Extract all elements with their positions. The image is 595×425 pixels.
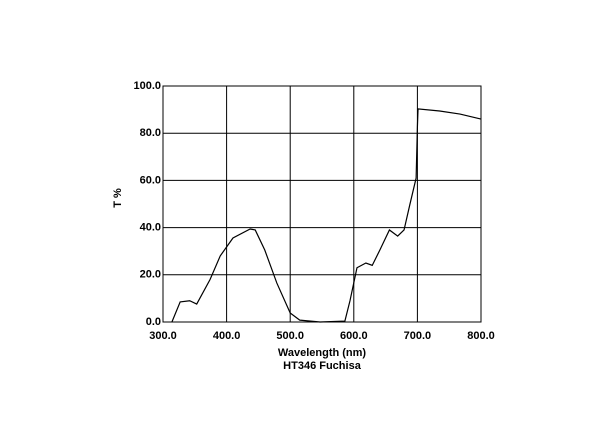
y-tick-label: 60.0	[140, 174, 161, 186]
y-tick-label: 80.0	[140, 127, 161, 139]
x-tick-label: 700.0	[404, 330, 432, 342]
x-tick-label: 400.0	[213, 330, 241, 342]
chart-title: HT346 Fuchisa	[283, 360, 362, 372]
y-axis-label: T %	[112, 188, 124, 208]
y-tick-label: 0.0	[146, 316, 161, 328]
y-tick-label: 40.0	[140, 222, 161, 234]
x-tick-label: 300.0	[149, 330, 177, 342]
y-tick-label: 100.0	[133, 80, 161, 92]
x-tick-label: 800.0	[467, 330, 495, 342]
x-tick-label: 500.0	[276, 330, 304, 342]
y-tick-label: 20.0	[140, 269, 161, 281]
x-axis-label: Wavelength (nm)	[278, 347, 367, 359]
x-tick-label: 600.0	[340, 330, 368, 342]
plot-frame	[162, 85, 482, 323]
spectrum-line	[171, 108, 482, 323]
